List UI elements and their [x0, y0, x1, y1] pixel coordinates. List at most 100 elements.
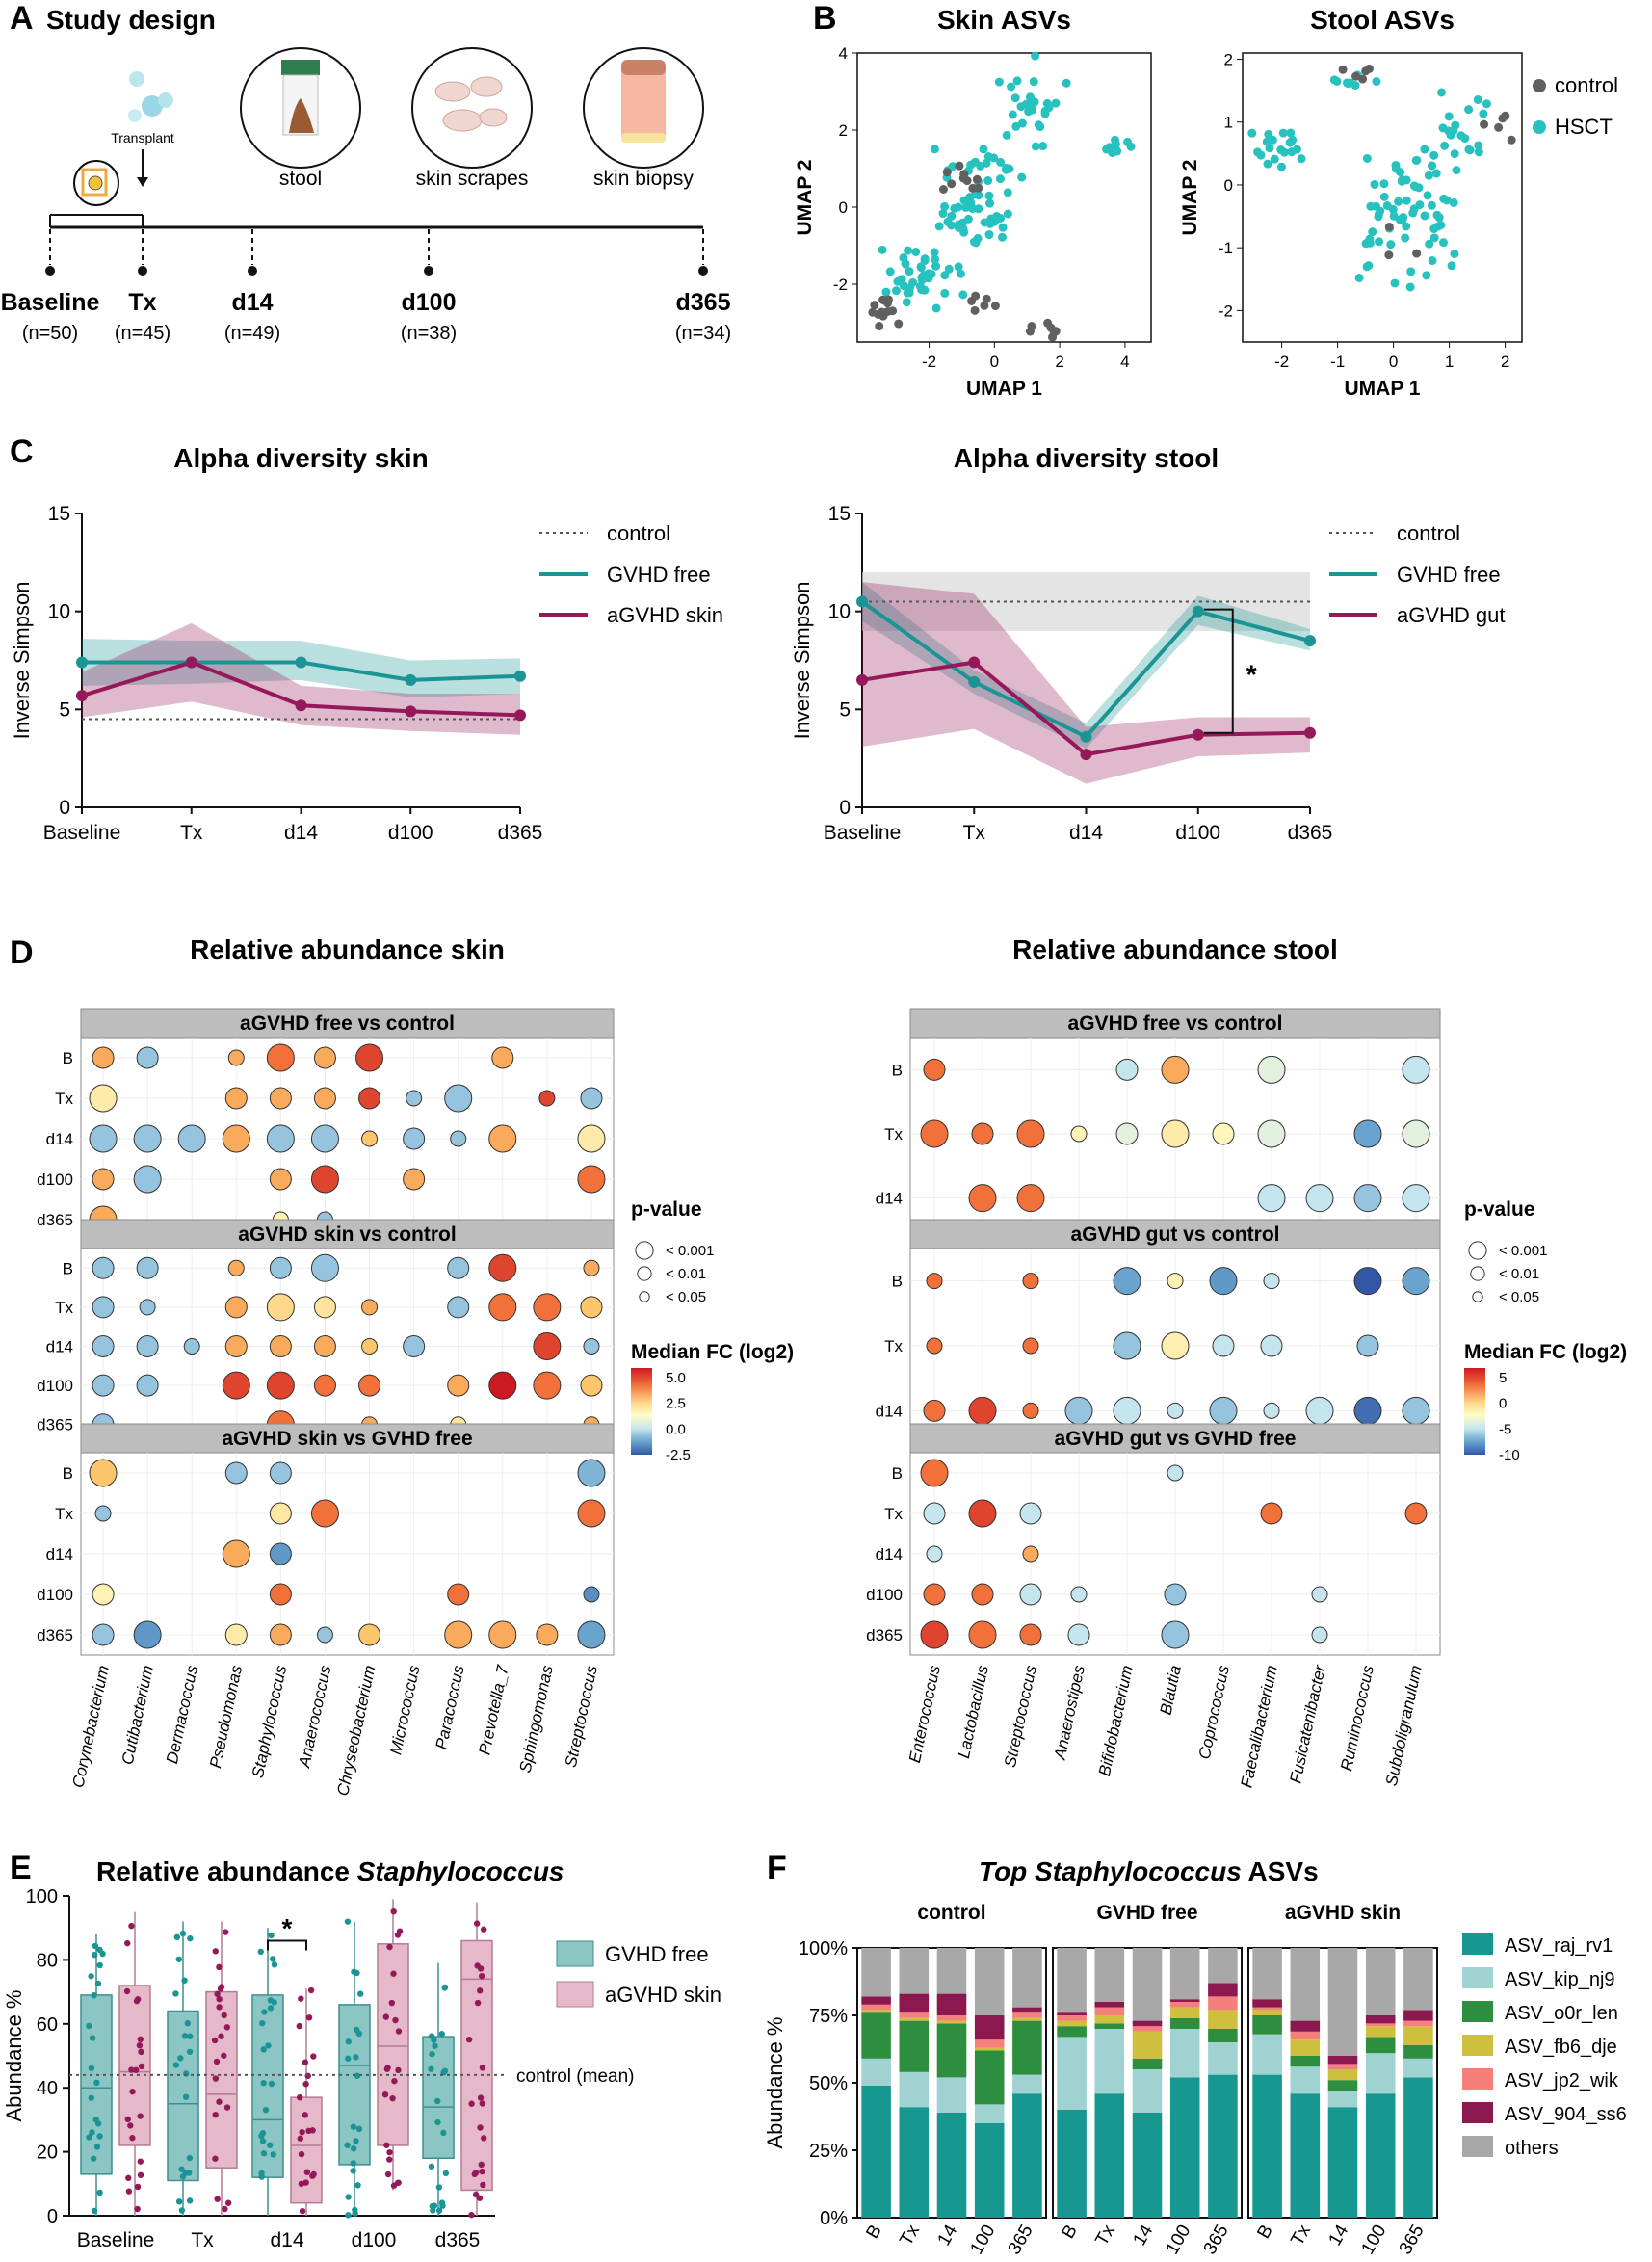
umap-point — [1276, 145, 1286, 155]
chart-title: Alpha diversity skin — [173, 443, 429, 473]
umap-point — [870, 301, 879, 310]
timepoint-n: (n=50) — [22, 323, 78, 344]
bubble — [926, 1273, 943, 1290]
umap-point — [1436, 88, 1446, 97]
umap-point — [940, 201, 950, 211]
bar-segment — [1403, 2010, 1433, 2021]
box-point — [344, 1918, 352, 1925]
box-point — [432, 2042, 438, 2049]
box-point — [213, 2058, 221, 2065]
box — [422, 2036, 455, 2159]
bubble — [971, 1122, 994, 1145]
plot-frame — [856, 52, 1152, 343]
bar-segment — [1012, 2074, 1042, 2094]
row-label: d14 — [876, 1402, 903, 1420]
bubble — [1404, 1502, 1428, 1525]
fc-legend-label: -5 — [1499, 1421, 1511, 1437]
umap-point — [961, 202, 971, 212]
bubble — [92, 1335, 115, 1357]
facet-1: aGVHD free vs control B Tx d14 d100 d365 — [37, 1008, 615, 1241]
box — [205, 1990, 238, 2169]
bar-segment — [1094, 2029, 1125, 2094]
box-point — [440, 2129, 447, 2137]
umap-point — [1038, 142, 1048, 151]
row-label: Tx — [884, 1125, 903, 1144]
umap-point — [1414, 183, 1424, 193]
facet-2: aGVHD gut vs control B Tx d14 — [876, 1219, 1441, 1444]
fc-legend-label: 5.0 — [666, 1370, 686, 1386]
agvhd-line-point — [76, 690, 88, 702]
umap-point — [1465, 145, 1475, 155]
facet-title: aGVHD free vs control — [240, 1013, 455, 1035]
umap-point — [901, 259, 910, 269]
tick-label: 5 — [839, 698, 851, 721]
umap-point — [1374, 212, 1383, 222]
umap-point — [878, 245, 887, 254]
bubble — [920, 1119, 949, 1148]
umap-point — [955, 161, 964, 171]
umap-point — [1452, 166, 1461, 175]
bar-segment — [1132, 2020, 1163, 2027]
bubble — [269, 1087, 292, 1110]
box-point — [441, 2067, 449, 2074]
row-label: d365 — [866, 1626, 903, 1644]
bubble — [406, 1090, 423, 1107]
umap-point — [1003, 209, 1012, 219]
transplant-label: Transplant — [111, 130, 174, 145]
box-point — [259, 2138, 267, 2144]
bubble — [1353, 1119, 1382, 1148]
bubble — [1022, 1337, 1039, 1355]
box-point — [352, 2210, 358, 2217]
box-point — [262, 2106, 270, 2114]
umap-point — [1379, 179, 1389, 189]
box-point — [350, 2145, 357, 2152]
row-label: B — [892, 1464, 903, 1483]
box-point — [267, 1997, 275, 2004]
box-point — [93, 2144, 101, 2150]
legend-label: aGVHD skin — [605, 1983, 721, 2007]
bubble — [1167, 1402, 1184, 1419]
box-point — [268, 1932, 275, 1939]
significance-bracket — [1203, 608, 1234, 734]
umap-point — [1329, 75, 1339, 85]
tick-label: 100 — [1357, 2222, 1390, 2258]
bubble — [488, 1253, 517, 1282]
gvhd-free-band — [862, 582, 1310, 749]
bubble — [222, 1371, 250, 1400]
box-point — [429, 2202, 436, 2210]
bar-segment — [861, 1996, 891, 2005]
tick-label: Tx — [896, 2222, 924, 2249]
axis-label-y: Abundance % — [763, 2017, 787, 2149]
umap-point — [1027, 322, 1036, 331]
tick-label: 1 — [1445, 353, 1454, 371]
bubble — [403, 1168, 426, 1191]
umap-point — [1442, 196, 1452, 205]
box-point — [395, 2028, 403, 2035]
box-point — [345, 2212, 352, 2219]
umap-point — [979, 145, 988, 154]
box-point — [305, 2014, 313, 2021]
umap-point — [1344, 79, 1353, 89]
bar-segment — [1057, 2037, 1087, 2110]
bar-segment — [1012, 2007, 1042, 2013]
timepoint-n: (n=34) — [675, 323, 731, 344]
box-point — [177, 2055, 184, 2062]
bubble — [310, 1124, 339, 1153]
box-point — [480, 1926, 487, 1933]
umap-point — [1111, 145, 1120, 154]
bubble — [536, 1623, 559, 1646]
umap-point — [1029, 77, 1038, 87]
timepoint-dot — [45, 266, 55, 276]
box-point — [428, 2033, 435, 2039]
box-point — [259, 2019, 266, 2027]
box-point — [468, 2100, 475, 2107]
agvhd-line-point — [856, 673, 868, 686]
row-label: d14 — [876, 1190, 903, 1208]
box-point — [260, 2046, 267, 2053]
bubble — [310, 1253, 339, 1282]
alpha-diversity-chart-1: Alpha diversity skin 0 5 10 15 Baseline Tx d14 d… — [10, 443, 723, 844]
row-label: d14 — [46, 1338, 73, 1356]
bubble — [313, 1374, 336, 1397]
bubble — [447, 1256, 470, 1279]
box-point — [298, 1995, 304, 2002]
